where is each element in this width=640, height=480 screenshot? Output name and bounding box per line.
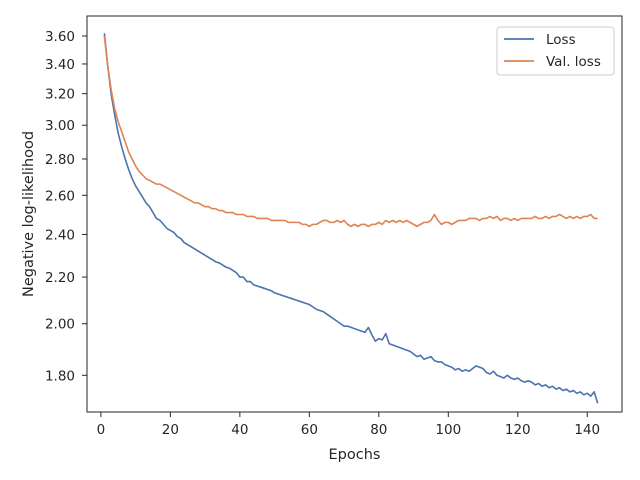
x-axis: 0 20 40 60 80 100 120 140 bbox=[97, 412, 600, 438]
x-tick-label: 40 bbox=[231, 422, 248, 438]
x-tick-label: 120 bbox=[505, 422, 531, 438]
y-tick-label: 2.80 bbox=[45, 152, 75, 168]
y-tick-label: 3.20 bbox=[45, 87, 75, 103]
plot-frame bbox=[86, 15, 623, 413]
x-tick-label: 20 bbox=[162, 422, 179, 438]
x-tick-label: 140 bbox=[574, 422, 600, 438]
y-tick-label: 3.60 bbox=[45, 29, 75, 45]
series-layer bbox=[103, 33, 599, 404]
y-tick-label: 3.00 bbox=[45, 118, 75, 134]
legend-label-loss: Loss bbox=[546, 32, 576, 48]
y-tick-label: 2.20 bbox=[45, 270, 75, 286]
y-tick-label: 2.60 bbox=[45, 188, 75, 204]
x-axis-title: Epochs bbox=[329, 447, 381, 463]
x-tick-label: 60 bbox=[301, 422, 318, 438]
series-line-val-loss bbox=[103, 35, 598, 228]
legend: Loss Val. loss bbox=[496, 26, 615, 76]
x-tick-label: 80 bbox=[370, 422, 387, 438]
y-tick-label: 2.40 bbox=[45, 227, 75, 243]
y-tick-label: 1.80 bbox=[45, 368, 75, 384]
x-tick-label: 100 bbox=[435, 422, 461, 438]
x-tick-label: 0 bbox=[97, 422, 106, 438]
y-axis: 1.80 2.00 2.20 2.40 2.60 2.80 3.00 3.20 3.40 3.60 bbox=[45, 29, 87, 384]
y-tick-label: 3.40 bbox=[45, 57, 75, 73]
y-axis-title: Negative log-likelihood bbox=[21, 131, 37, 297]
legend-label-val-loss: Val. loss bbox=[546, 54, 601, 70]
series-line-loss bbox=[103, 33, 599, 404]
y-tick-label: 2.00 bbox=[45, 317, 75, 333]
